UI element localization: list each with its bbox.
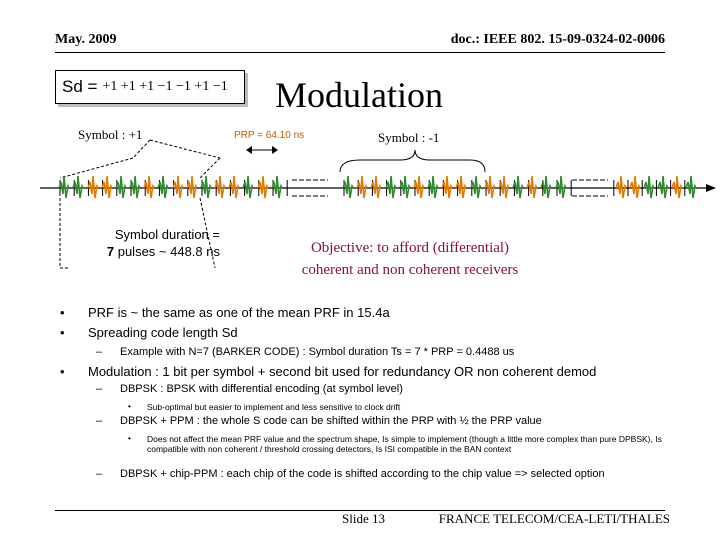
pulse-waveform: [615, 175, 627, 199]
slide-title: Modulation: [275, 75, 443, 115]
pulse-waveform: [271, 175, 283, 199]
pulse-waveform: [129, 175, 141, 199]
sd-label: Sd =: [62, 77, 98, 96]
pulse-waveform: [441, 175, 453, 199]
header-rule: [55, 52, 665, 53]
symbol-duration-count: 7: [106, 244, 115, 259]
bullet-dbpsk-detail: Sub-optimal but easier to implement and …: [147, 402, 401, 412]
objective-line1: Objective: to afford (differential): [310, 240, 510, 256]
symbol-plus-label: Symbol : +1: [78, 127, 143, 142]
bullet-dot-2: •: [60, 325, 65, 340]
sd-code-box: Sd = +1 +1 +1 −1 −1 +1 −1: [55, 70, 245, 104]
prp-label: PRP = 64.10 ns: [234, 130, 305, 141]
bullet-dbpsk-ppm: DBPSK + PPM : the whole S code can be sh…: [120, 415, 542, 427]
pulse-waveform: [228, 175, 240, 199]
pulse-waveform: [512, 175, 524, 199]
bullet-dbpsk-ppm-detail: Does not affect the mean PRF value and t…: [147, 434, 662, 454]
pulse-waveform: [629, 175, 641, 199]
pulse-waveform: [342, 175, 354, 199]
bullet-prf: PRF is ~ the same as one of the mean PRF…: [88, 305, 390, 320]
symbol-minus-brace: [339, 149, 486, 173]
pulse-waveform: [385, 175, 397, 199]
dash-3: –: [96, 415, 103, 427]
duration-connector-right: [199, 197, 216, 269]
pulse-waveform: [498, 175, 510, 199]
pulse-group: [58, 175, 697, 199]
pulse-waveform: [58, 175, 70, 199]
bullet-dbpsk: DBPSK : BPSK with differential encoding …: [120, 383, 403, 395]
symbol-duration-text: Symbol duration = 7 pulses ~ 448.8 ns: [85, 226, 220, 260]
pulse-waveform: [470, 175, 482, 199]
pulse-waveform: [72, 175, 84, 199]
dash-4: –: [96, 468, 103, 480]
prp-arrow-head-left: [246, 146, 252, 154]
symbol-plus-connector-left: [132, 139, 151, 159]
slide-number: Slide 13: [342, 511, 385, 526]
objective-text: Objective: to afford (differential) cohe…: [280, 237, 540, 281]
symbol-duration-line2: 7 pulses ~ 448.8 ns: [85, 243, 220, 260]
sd-value: +1 +1 +1 −1 −1 +1 −1: [102, 79, 228, 94]
pulse-waveform: [172, 175, 184, 199]
pulse-waveform: [101, 175, 113, 199]
pulse-waveform: [685, 175, 697, 199]
time-axis-arrowhead: [706, 184, 716, 192]
footer-organization: FRANCE TELECOM/CEA-LETI/THALES: [438, 511, 670, 526]
dash-1: –: [96, 346, 103, 358]
pulse-waveform: [157, 175, 169, 199]
symbol-duration-rest: pulses ~ 448.8 ns: [114, 244, 220, 259]
bullet-chip-ppm: DBPSK + chip-PPM : each chip of the code…: [120, 468, 605, 480]
bullet-dot-1: •: [60, 305, 65, 320]
pulse-waveform: [115, 175, 127, 199]
pulse-waveform: [257, 175, 269, 199]
pulse-waveform: [484, 175, 496, 199]
header-date: May. 2009: [55, 32, 117, 47]
bullet-dot-3: •: [60, 364, 65, 379]
pulse-waveform: [526, 175, 538, 199]
pulse-waveform: [399, 175, 411, 199]
pulse-waveform: [200, 175, 212, 199]
sub-bullet-dot-2: •: [128, 433, 131, 443]
bullet-barker-example: Example with N=7 (BARKER CODE) : Symbol …: [120, 346, 515, 358]
prp-arrow-head-right: [272, 146, 278, 154]
pulse-waveform: [87, 175, 99, 199]
pulse-waveform: [413, 175, 425, 199]
objective-line2: coherent and non coherent receivers: [301, 262, 519, 278]
pulse-waveform: [242, 175, 254, 199]
symbol-duration-line1: Symbol duration =: [114, 227, 220, 242]
pulse-waveform: [427, 175, 439, 199]
pulse-waveform: [657, 175, 669, 199]
pulse-waveform: [643, 175, 655, 199]
symbol-minus-label: Symbol : -1: [378, 130, 440, 145]
pulse-waveform: [214, 175, 226, 199]
pulse-waveform: [555, 175, 567, 199]
header-doc-id: doc.: IEEE 802. 15-09-0324-02-0006: [450, 32, 665, 47]
pulse-waveform: [540, 175, 552, 199]
symbol-plus-connector-right: [149, 139, 221, 159]
pulse-waveform: [186, 175, 198, 199]
bullet-spreading-code: Spreading code length Sd: [88, 325, 238, 340]
footer-rule: [55, 510, 665, 511]
dash-2: –: [96, 383, 103, 395]
pulse-waveform: [370, 175, 382, 199]
pulse-waveform: [143, 175, 155, 199]
sub-bullet-dot-1: •: [128, 401, 131, 411]
pulse-waveform: [356, 175, 368, 199]
symbol-plus-connector-right-2: [199, 157, 221, 179]
bullet-modulation: Modulation : 1 bit per symbol + second b…: [88, 364, 597, 379]
pulse-waveform: [455, 175, 467, 199]
symbol-plus-connector-left-2: [59, 157, 134, 179]
pulse-waveform: [671, 175, 683, 199]
